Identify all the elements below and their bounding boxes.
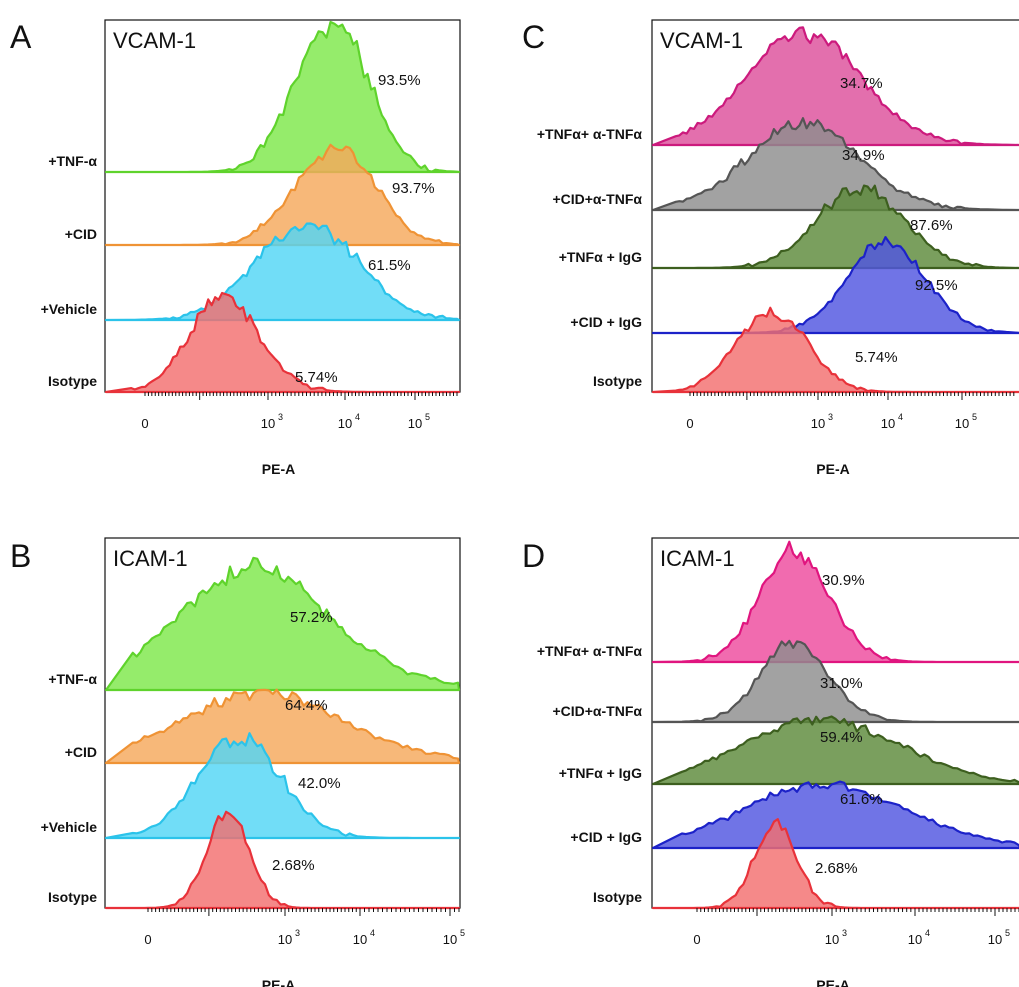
series-label: +CID + IgG [570, 829, 642, 845]
tick-exponent: 3 [842, 928, 847, 938]
series-label: +Vehicle [41, 819, 98, 835]
tick-exponent: 4 [898, 412, 903, 422]
histogram--cid-tnf- [651, 117, 1019, 212]
percent-label: 5.74% [855, 349, 898, 366]
panel-A: A VCAM-1 +TNF-α 93.5% +CID 93.7% +Vehicle 61.5%… [10, 19, 461, 477]
tick-label: 10 [811, 416, 825, 431]
histogram--cid [104, 688, 461, 765]
histogram--tnf- [104, 20, 461, 174]
histogram--tnf- [104, 556, 461, 692]
series-label: +TNFα+ α-TNFα [537, 126, 643, 142]
percent-label: 5.74% [295, 369, 338, 386]
percent-label: 64.4% [285, 697, 328, 714]
tick-label: 10 [955, 416, 969, 431]
tick-label: 0 [686, 416, 693, 431]
plot-title: VCAM-1 [113, 28, 196, 53]
panel-letter: C [522, 19, 545, 55]
percent-label: 93.7% [392, 180, 435, 197]
tick-label: 10 [908, 932, 922, 947]
tick-exponent: 4 [925, 928, 930, 938]
x-axis-label: PE-A [816, 461, 849, 477]
x-axis-label: PE-A [816, 977, 849, 987]
percent-label: 61.5% [368, 257, 411, 274]
x-axis-label: PE-A [262, 977, 295, 987]
tick-exponent: 5 [972, 412, 977, 422]
histogram--tnf-tnf- [651, 540, 1019, 664]
series-label: +CID [65, 226, 97, 242]
tick-label: 10 [988, 932, 1002, 947]
histogram--tnf-igg [651, 715, 1019, 786]
panel-letter: D [522, 538, 545, 574]
percent-label: 2.68% [815, 860, 858, 877]
series-label: Isotype [593, 373, 642, 389]
panel-letter: B [10, 538, 31, 574]
percent-label: 42.0% [298, 775, 341, 792]
series-label: +CID + IgG [570, 314, 642, 330]
percent-label: 2.68% [272, 857, 315, 874]
histogram-isotype [104, 810, 461, 910]
tick-label: 10 [261, 416, 275, 431]
tick-exponent: 5 [1005, 928, 1010, 938]
panel-C: C VCAM-1 +TNFα+ α-TNFα 34.7% +CID+α-TNFα 34.9… [522, 19, 1019, 477]
series-label: +TNF-α [48, 153, 97, 169]
series-label: +CID+α-TNFα [552, 191, 642, 207]
tick-label: 10 [338, 416, 352, 431]
percent-label: 92.5% [915, 277, 958, 294]
histogram--cid [104, 143, 461, 247]
tick-exponent: 5 [460, 928, 465, 938]
tick-exponent: 4 [370, 928, 375, 938]
percent-label: 59.4% [820, 729, 863, 746]
tick-exponent: 4 [355, 412, 360, 422]
tick-label: 10 [825, 932, 839, 947]
tick-exponent: 3 [278, 412, 283, 422]
series-label: Isotype [48, 373, 97, 389]
histogram--tnf-igg [651, 184, 1019, 270]
plot-title: VCAM-1 [660, 28, 743, 53]
percent-label: 87.6% [910, 217, 953, 234]
histogram--vehicle [104, 222, 461, 322]
histogram--cid-tnf- [651, 639, 1019, 724]
series-label: +TNFα+ α-TNFα [537, 643, 643, 659]
percent-label: 61.6% [840, 791, 883, 808]
histogram--tnf-tnf- [651, 26, 1019, 147]
plot-title: ICAM-1 [660, 546, 735, 571]
percent-label: 31.0% [820, 675, 863, 692]
histogram--cid-igg [651, 236, 1019, 335]
tick-exponent: 3 [295, 928, 300, 938]
panel-letter: A [10, 19, 32, 55]
tick-label: 10 [408, 416, 422, 431]
tick-label: 10 [353, 932, 367, 947]
series-label: +CID+α-TNFα [552, 703, 642, 719]
histogram-isotype [651, 306, 1019, 394]
series-label: +TNF-α [48, 671, 97, 687]
percent-label: 34.9% [842, 147, 885, 164]
series-label: +TNFα + IgG [559, 765, 642, 781]
x-axis-label: PE-A [262, 461, 295, 477]
histogram--vehicle [104, 732, 461, 840]
plot-title: ICAM-1 [113, 546, 188, 571]
percent-label: 34.7% [840, 75, 883, 92]
histogram--cid-igg [651, 780, 1019, 850]
panel-B: B ICAM-1 +TNF-α 57.2% +CID 64.4% +Vehicle 42.0%… [10, 537, 465, 987]
panel-D: D ICAM-1 +TNFα+ α-TNFα 30.9% +CID+α-TNFα 31.0… [522, 537, 1019, 987]
percent-label: 93.5% [378, 72, 421, 89]
tick-label: 0 [693, 932, 700, 947]
percent-label: 57.2% [290, 609, 333, 626]
tick-label: 10 [443, 932, 457, 947]
tick-exponent: 5 [425, 412, 430, 422]
series-label: Isotype [593, 889, 642, 905]
tick-label: 10 [278, 932, 292, 947]
percent-label: 30.9% [822, 572, 865, 589]
series-label: +Vehicle [41, 301, 98, 317]
tick-exponent: 3 [828, 412, 833, 422]
histogram-isotype [104, 291, 461, 394]
series-label: +CID [65, 744, 97, 760]
tick-label: 0 [141, 416, 148, 431]
series-label: +TNFα + IgG [559, 249, 642, 265]
tick-label: 10 [881, 416, 895, 431]
tick-label: 0 [144, 932, 151, 947]
series-label: Isotype [48, 889, 97, 905]
